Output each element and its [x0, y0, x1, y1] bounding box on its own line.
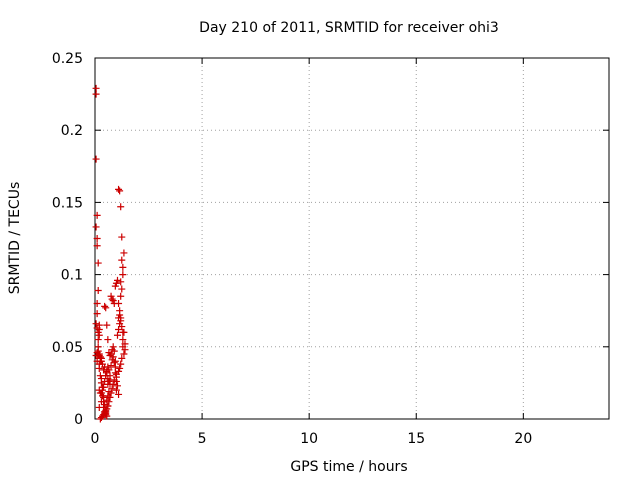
data-point-marker: [117, 317, 125, 325]
y-tick-label: 0.2: [61, 123, 83, 139]
data-point-marker: [92, 351, 100, 359]
data-point-marker: [100, 383, 108, 391]
data-point-marker: [107, 389, 115, 397]
data-point-marker: [111, 369, 119, 377]
data-point-marker: [112, 386, 120, 394]
data-point-marker: [96, 389, 104, 397]
data-point-marker: [111, 357, 119, 365]
x-tick-label: 5: [198, 431, 207, 447]
data-point-marker: [92, 90, 100, 98]
data-point-marker: [110, 376, 118, 384]
data-point-marker: [103, 321, 111, 329]
data-point-marker: [118, 233, 126, 241]
data-point-marker: [93, 299, 101, 307]
data-point-marker: [113, 331, 121, 339]
data-point-marker: [95, 364, 103, 372]
data-point-marker: [102, 304, 110, 312]
data-point-marker: [105, 398, 113, 406]
data-point-marker: [96, 415, 104, 423]
plot-frame: [94, 57, 610, 420]
x-tick-label: 10: [300, 431, 318, 447]
y-tick-label: 0.25: [52, 51, 83, 67]
x-tick-label: 0: [91, 431, 100, 447]
axis-ticks: 0 0.05 0.1 0.15 0.2 0.25 0 5 10 15 20: [52, 51, 609, 447]
data-point-marker: [93, 310, 101, 318]
data-point-marker: [113, 276, 121, 284]
data-point-marker: [92, 320, 100, 328]
data-point-marker: [119, 336, 127, 344]
data-point-marker: [95, 403, 103, 411]
data-point-marker: [106, 351, 114, 359]
data-point-marker: [93, 357, 101, 365]
data-point-marker: [118, 323, 126, 331]
y-tick-label: 0.1: [61, 268, 83, 284]
data-point-marker: [93, 235, 101, 242]
data-point-marker: [109, 343, 117, 351]
data-point-marker: [119, 328, 127, 336]
data-point-marker: [119, 263, 127, 271]
data-point-marker: [119, 343, 127, 351]
data-point-marker: [113, 382, 121, 390]
data-point-marker: [92, 155, 100, 163]
data-point-marker: [118, 354, 126, 362]
data-point-marker: [117, 203, 125, 211]
data-point-marker: [97, 414, 105, 422]
data-point-marker: [115, 185, 123, 193]
y-tick-label: 0.15: [52, 195, 83, 211]
data-point-marker: [106, 380, 114, 388]
data-point-marker: [110, 299, 118, 307]
data-point-marker: [108, 295, 116, 303]
data-point-marker: [95, 321, 103, 329]
data-point-marker: [119, 271, 127, 279]
data-point-marker: [94, 286, 102, 294]
data-point-marker: [94, 347, 102, 355]
grid-lines: [95, 58, 609, 419]
y-axis-label: SRMTID / TECUs: [7, 182, 23, 295]
data-point-marker: [117, 278, 125, 286]
data-points: [92, 84, 129, 423]
data-point-marker: [110, 347, 118, 355]
data-point-marker: [108, 385, 116, 393]
x-tick-label: 20: [514, 431, 532, 447]
data-point-marker: [120, 350, 128, 358]
data-point-marker: [112, 370, 120, 378]
y-tick-label: 0.05: [52, 340, 83, 356]
data-point-marker: [93, 242, 101, 250]
data-point-marker: [104, 336, 112, 344]
data-point-marker: [120, 249, 128, 257]
data-point-marker: [109, 353, 117, 361]
data-point-marker: [93, 211, 101, 219]
chart-title: Day 210 of 2011, SRMTID for receiver ohi…: [199, 20, 499, 36]
data-point-marker: [94, 336, 102, 344]
x-tick-label: 15: [407, 431, 425, 447]
data-point-marker: [118, 285, 126, 293]
data-point-marker: [116, 187, 124, 195]
x-axis-label: GPS time / hours: [290, 459, 407, 475]
data-point-marker: [110, 359, 118, 367]
data-point-marker: [115, 390, 123, 398]
data-point-marker: [117, 360, 125, 368]
data-point-marker: [92, 223, 100, 231]
data-point-marker: [116, 311, 124, 319]
data-point-marker: [106, 393, 114, 401]
data-point-marker: [101, 302, 109, 310]
data-point-marker: [97, 398, 105, 406]
data-point-marker: [117, 292, 125, 300]
data-point-marker: [118, 256, 126, 264]
data-point-marker: [94, 259, 102, 267]
y-tick-label: 0: [74, 412, 83, 428]
data-point-marker: [97, 379, 105, 387]
